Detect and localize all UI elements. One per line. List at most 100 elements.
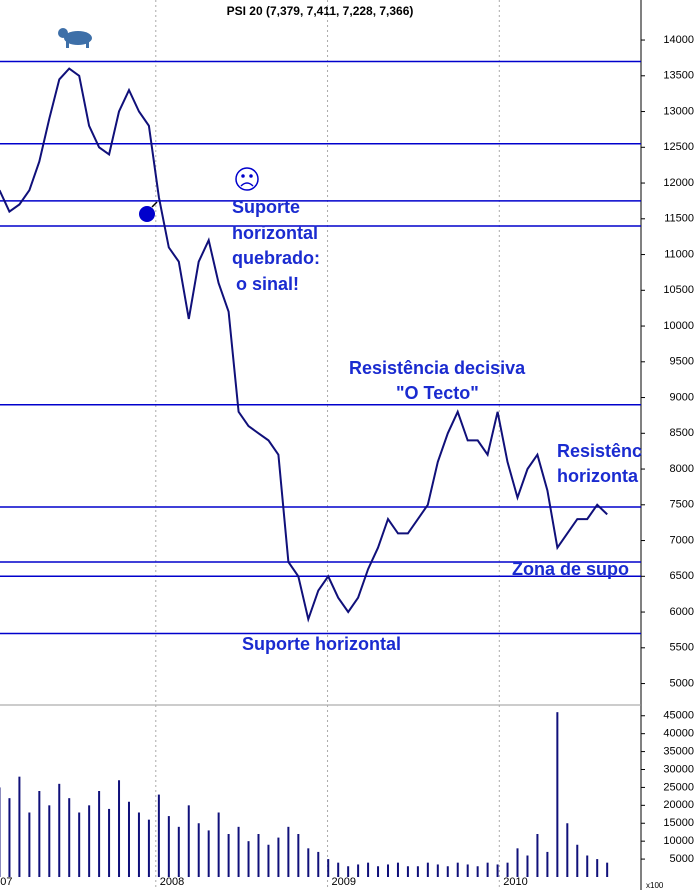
volume-bar: [606, 862, 609, 877]
volume-bar: [446, 866, 449, 877]
x-tick-label: 2010: [503, 876, 527, 888]
annotation: Zona de supo: [512, 559, 629, 579]
volume-bar: [337, 862, 340, 877]
volume-bar: [277, 837, 280, 877]
volume-y-tick-label: 15000: [663, 817, 694, 829]
volume-bar: [247, 841, 250, 877]
volume-bar: [38, 791, 41, 877]
volume-bar: [476, 866, 479, 877]
annotation: Resistência decisiva: [349, 358, 526, 378]
volume-bar: [267, 844, 270, 877]
volume-bar: [18, 776, 21, 877]
volume-bar: [98, 791, 101, 877]
y-tick-label: 6500: [670, 570, 694, 582]
annotation: "O Tecto": [396, 383, 479, 403]
volume-bar: [307, 848, 310, 877]
volume-bar: [576, 844, 579, 877]
volume-bar: [8, 798, 11, 877]
volume-unit-label: x100: [646, 881, 664, 890]
y-tick-label: 11500: [664, 213, 694, 225]
price-line: [0, 67, 608, 623]
y-tick-label: 7000: [670, 534, 694, 546]
y-tick-label: 9000: [670, 391, 694, 403]
bomb-icon: [139, 201, 158, 222]
volume-bar: [257, 834, 260, 877]
volume-bar: [546, 851, 549, 877]
y-tick-label: 6000: [670, 606, 694, 618]
volume-bar: [466, 864, 469, 877]
y-tick-label: 12500: [663, 141, 694, 153]
bear-icon: [58, 28, 92, 48]
volume-bar: [197, 823, 200, 877]
x-tick-label: 2009: [332, 876, 356, 888]
volume-bar: [586, 855, 589, 877]
chart-title: PSI 20 (7,379, 7,411, 7,228, 7,366): [227, 4, 414, 18]
volume-bar: [108, 808, 111, 877]
volume-bar: [28, 812, 31, 877]
volume-bar: [187, 805, 190, 877]
volume-bar: [396, 862, 399, 877]
volume-bar: [217, 812, 220, 877]
y-tick-label: 8000: [670, 463, 694, 475]
volume-bar: [317, 851, 320, 877]
volume-bar: [327, 859, 330, 877]
volume-bar: [78, 812, 81, 877]
volume-bar: [237, 826, 240, 877]
x-tick-label: 2008: [160, 876, 184, 888]
volume-bar: [88, 805, 91, 877]
annotation: horizonta: [557, 466, 639, 486]
volume-bar: [118, 780, 121, 877]
y-tick-label: 12000: [663, 177, 694, 189]
annotation: Resistênc: [557, 441, 642, 461]
volume-bar: [526, 855, 529, 877]
annotation: quebrado:: [232, 248, 320, 268]
volume-bar: [287, 826, 290, 877]
volume-y-tick-label: 40000: [663, 728, 694, 740]
volume-bar: [127, 801, 130, 877]
volume-y-tick-label: 20000: [663, 799, 694, 811]
y-tick-label: 14000: [663, 34, 694, 46]
volume-bar: [48, 805, 51, 877]
y-tick-label: 11000: [664, 248, 694, 260]
y-tick-label: 5000: [670, 677, 694, 689]
y-tick-label: 5500: [670, 642, 694, 654]
volume-bar: [297, 834, 300, 877]
volume-bar: [436, 864, 439, 877]
volume-bar: [496, 864, 499, 877]
volume-bar: [596, 859, 599, 877]
volume-bar: [357, 864, 360, 877]
volume-bar: [68, 798, 71, 877]
volume-bar: [426, 862, 429, 877]
y-tick-label: 10000: [663, 320, 694, 332]
annotation: Suporte horizontal: [242, 634, 401, 654]
volume-y-tick-label: 30000: [663, 763, 694, 775]
volume-bar: [167, 816, 170, 877]
volume-y-tick-label: 45000: [663, 710, 694, 722]
annotation: horizontal: [232, 223, 318, 243]
volume-bar: [566, 823, 569, 877]
volume-bar: [516, 848, 519, 877]
volume-bar: [416, 866, 419, 877]
volume-bar: [536, 834, 539, 877]
volume-y-tick-label: 25000: [663, 781, 694, 793]
volume-y-tick-label: 5000: [670, 853, 694, 865]
y-tick-label: 13000: [663, 105, 694, 117]
volume-bar: [506, 862, 509, 877]
y-tick-label: 7500: [670, 499, 694, 511]
y-tick-label: 13500: [663, 70, 694, 82]
volume-bar: [456, 862, 459, 877]
y-tick-label: 10500: [663, 284, 694, 296]
volume-bar: [367, 862, 370, 877]
volume-bar: [347, 866, 350, 877]
annotation: Suporte: [232, 197, 300, 217]
volume-bar: [486, 862, 489, 877]
annotation: o sinal!: [236, 274, 299, 294]
y-tick-label: 8500: [670, 427, 694, 439]
volume-bar: [157, 794, 160, 877]
volume-bar: [147, 819, 150, 877]
volume-bar: [406, 866, 409, 877]
volume-y-tick-label: 10000: [663, 835, 694, 847]
volume-bar: [387, 864, 390, 877]
